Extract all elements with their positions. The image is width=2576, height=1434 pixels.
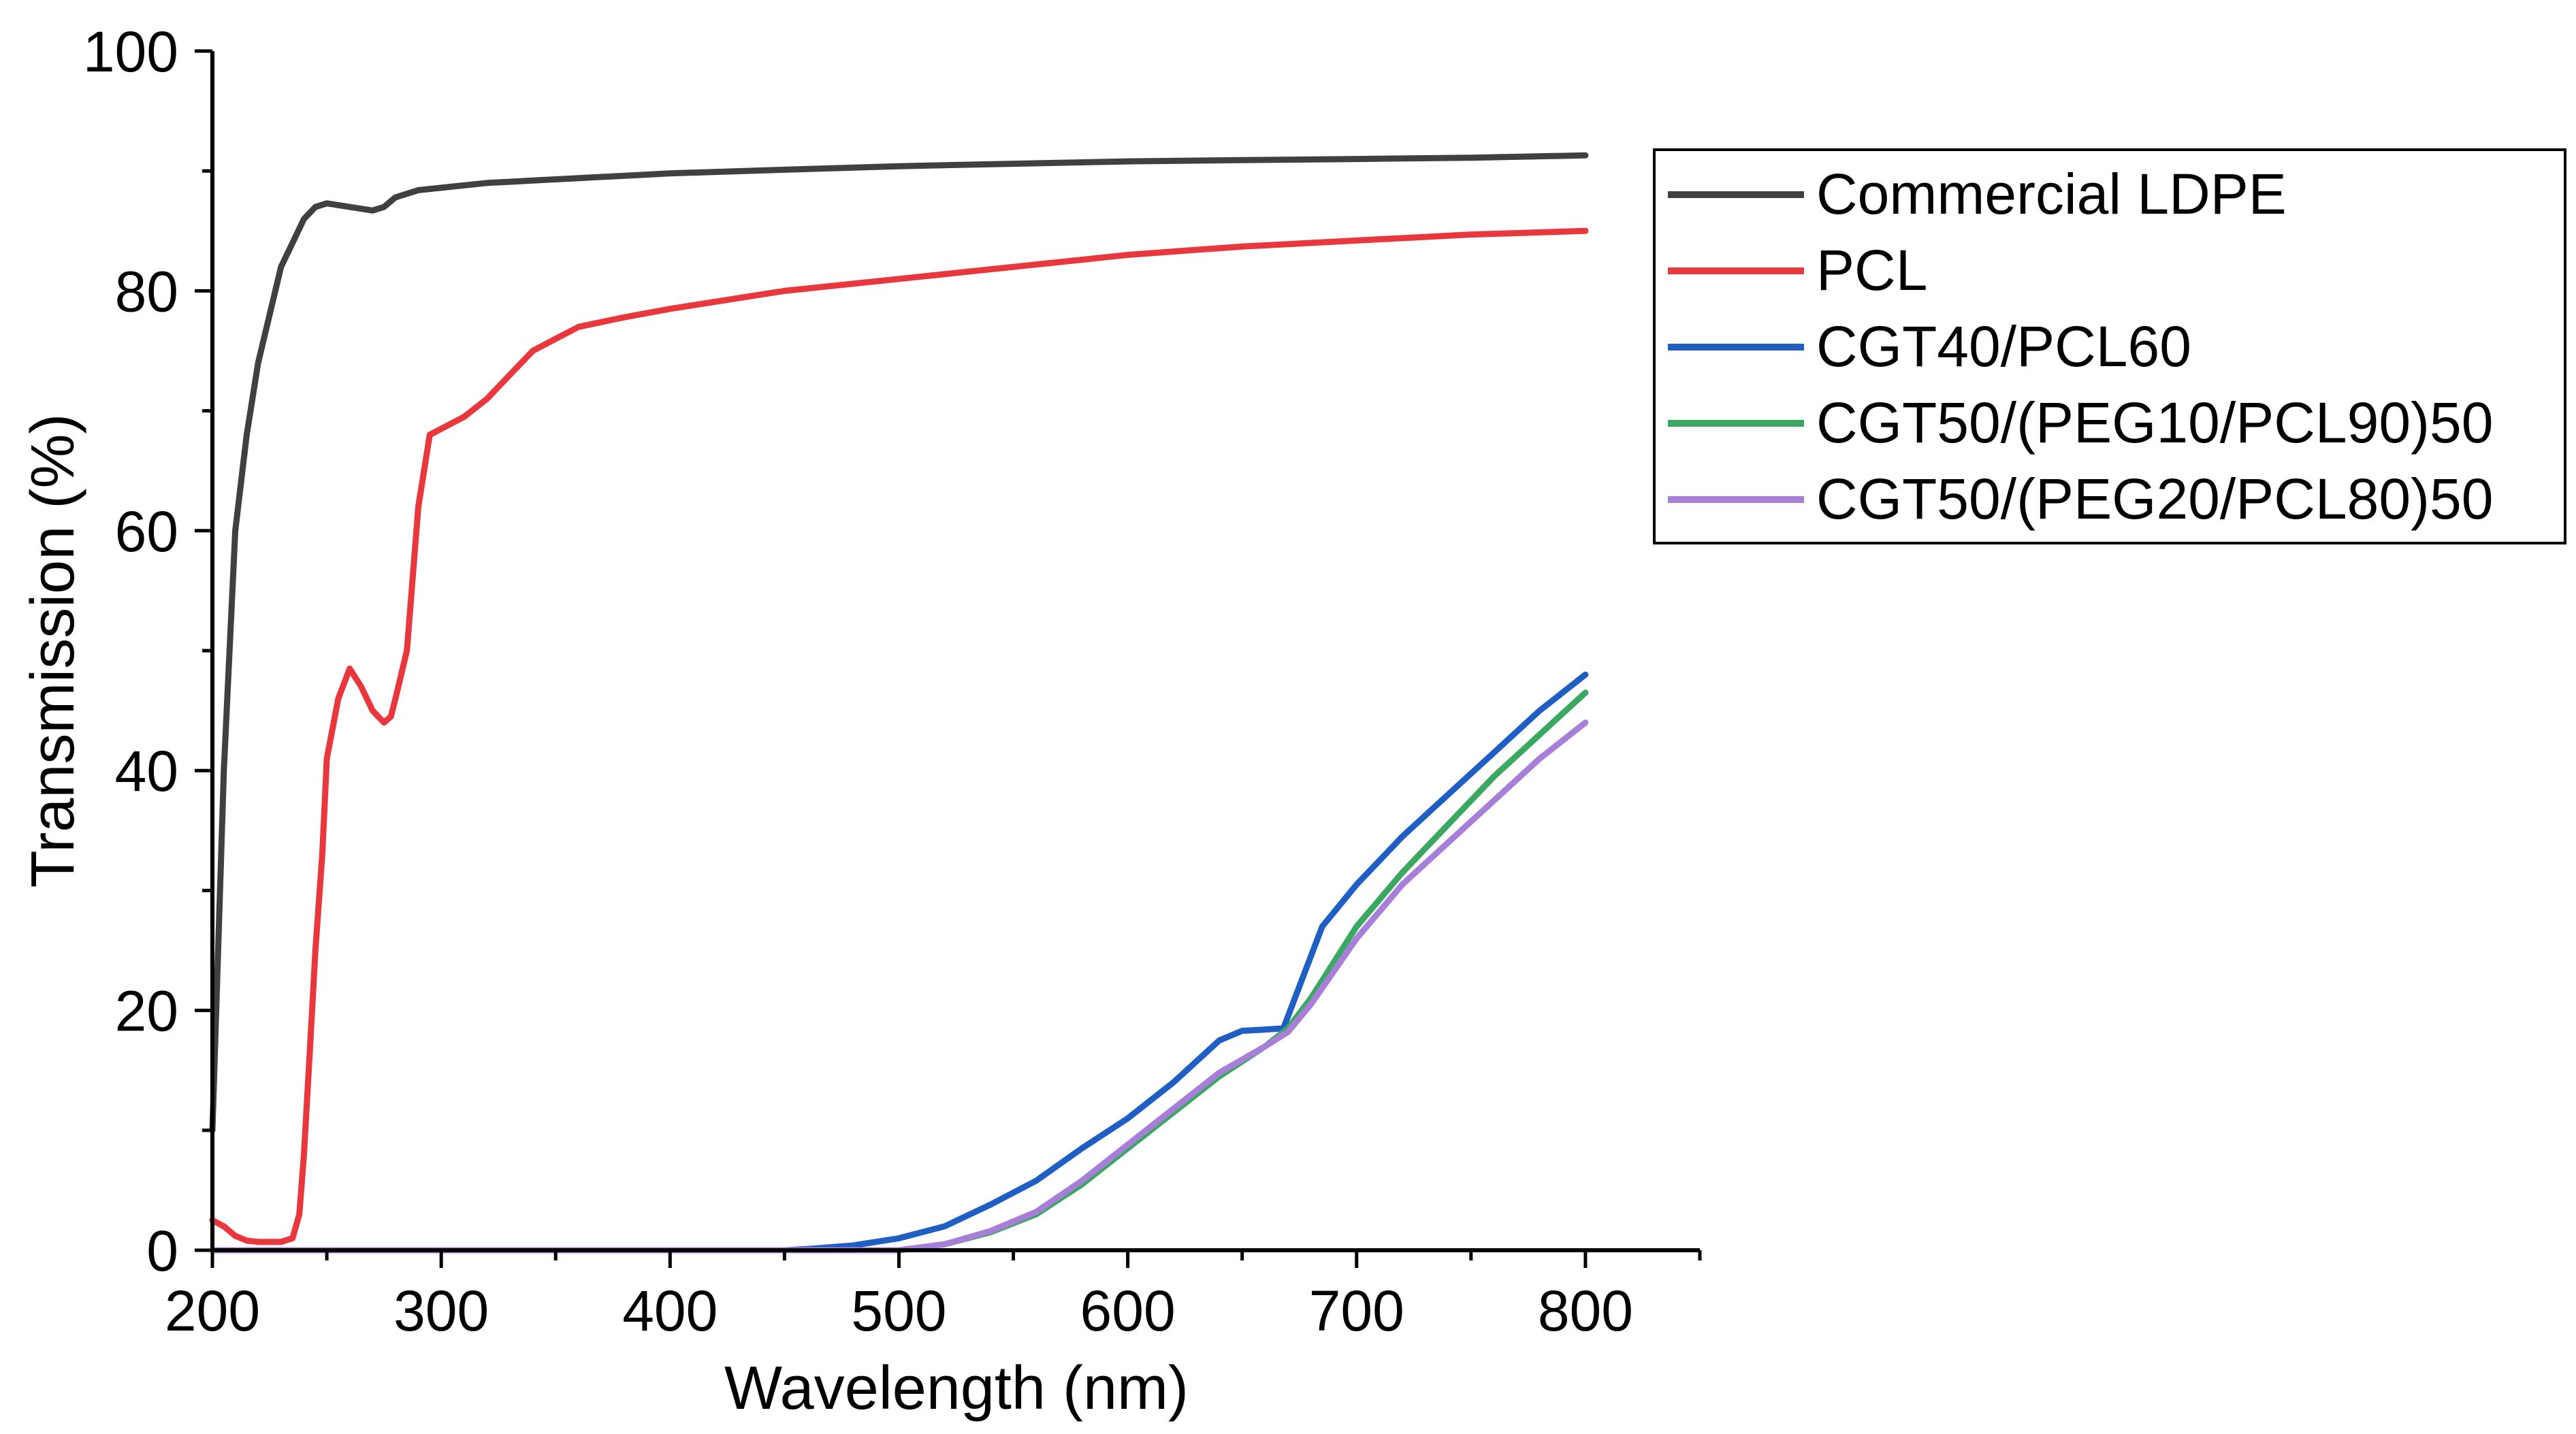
- y-tick-label: 0: [146, 1219, 178, 1283]
- y-axis-ticks: [195, 49, 212, 1252]
- x-tick-label: 500: [851, 1279, 946, 1343]
- y-tick-labels: 0 20 40 60 80 100: [83, 20, 178, 1283]
- y-tick-label: 80: [115, 259, 178, 323]
- x-tick-label: 300: [393, 1279, 489, 1343]
- y-tick-label: 20: [115, 979, 178, 1043]
- series-line-cgt40-pcl60: [209, 671, 1589, 1254]
- series-group: [209, 152, 1589, 1254]
- legend-label-cgt50-peg10-pcl90: CGT50/(PEG10/PCL90)50: [1816, 391, 2493, 455]
- legend-label-cgt40-pcl60: CGT40/PCL60: [1816, 314, 2191, 378]
- legend: Commercial LDPE PCL CGT40/PCL60 CGT50/(P…: [1653, 148, 2566, 544]
- series-line-commercial-ldpe: [209, 152, 1589, 1134]
- legend-label-commercial-ldpe: Commercial LDPE: [1816, 162, 2287, 226]
- series-line-cgt50-peg20-pcl80: [209, 719, 1589, 1254]
- x-tick-label: 400: [622, 1279, 718, 1343]
- y-tick-label: 100: [83, 20, 178, 84]
- legend-box: [1653, 148, 2566, 544]
- y-axis-title: Transmission (%): [19, 414, 87, 888]
- legend-label-pcl: PCL: [1816, 238, 1927, 302]
- legend-label-cgt50-peg20-pcl80: CGT50/(PEG20/PCL80)50: [1816, 467, 2493, 531]
- x-tick-label: 800: [1538, 1279, 1633, 1343]
- x-tick-labels: 200 300 400 500 600 700 800: [165, 1279, 1633, 1343]
- series-line-pcl: [209, 227, 1589, 1245]
- x-axis-ticks: [210, 1250, 1702, 1268]
- series-line-cgt50-peg10-pcl90: [209, 689, 1589, 1254]
- x-tick-label: 700: [1309, 1279, 1404, 1343]
- x-tick-label: 600: [1080, 1279, 1176, 1343]
- x-axis-title: Wavelength (nm): [724, 1354, 1189, 1422]
- y-tick-label: 60: [115, 500, 178, 564]
- y-tick-label: 40: [115, 739, 178, 803]
- x-tick-label: 200: [165, 1279, 260, 1343]
